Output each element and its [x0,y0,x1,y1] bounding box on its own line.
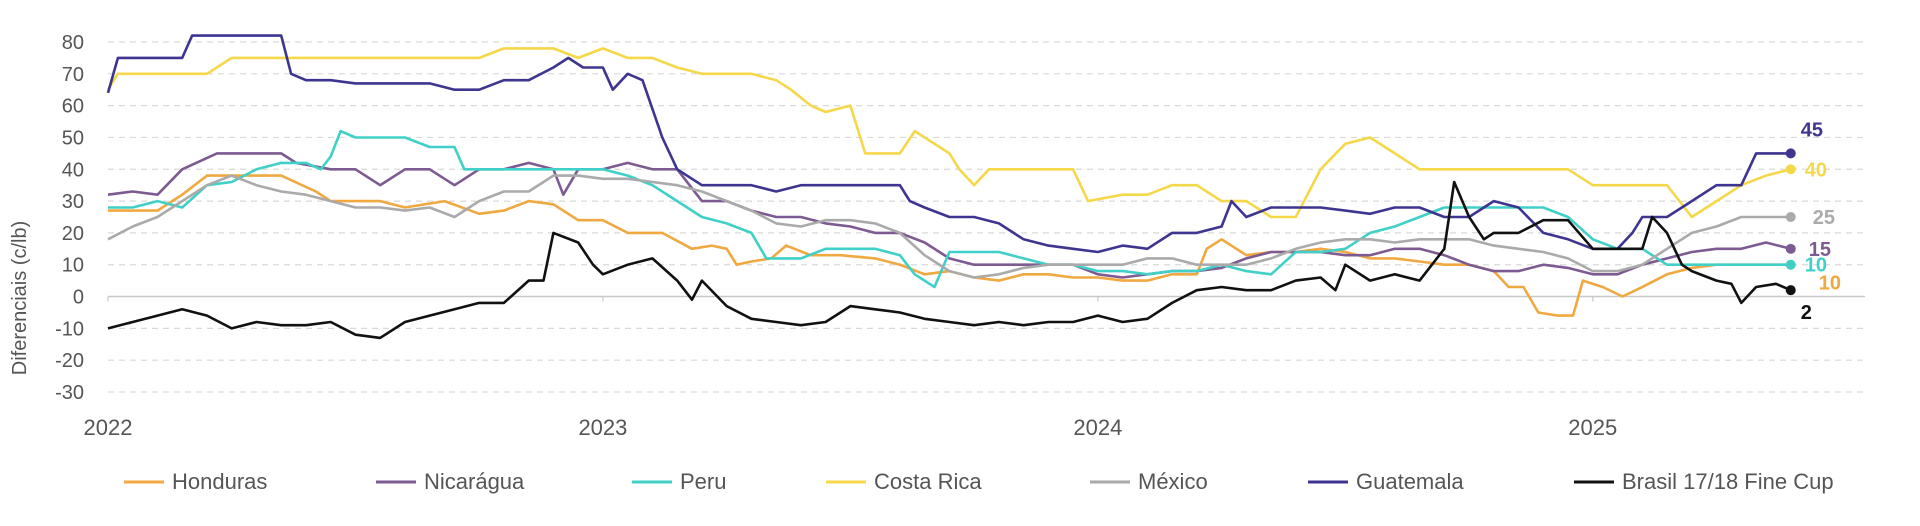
series-end-label: 25 [1813,207,1835,229]
legend-label: Nicarágua [424,469,525,494]
series-end-marker [1785,164,1796,175]
y-tick-label: -10 [55,318,84,340]
series-line [106,34,1791,254]
y-tick-label: 0 [73,287,84,309]
y-axis-label: Diferenciais (c/lb) [9,221,31,375]
y-tick-label: 40 [62,159,84,181]
y-tick-label: 20 [62,223,84,245]
legend-label: Brasil 17/18 Fine Cup [1622,469,1834,494]
y-tick-label: 10 [62,255,84,277]
legend-label: Peru [680,469,726,494]
y-tick-label: 30 [62,191,84,213]
y-tick-label: 70 [62,64,84,86]
x-tick-label: 2023 [578,415,627,440]
series-line [107,180,1792,340]
series-end-label: 2 [1801,302,1812,324]
series-line [106,47,1792,219]
series-end-marker [1785,212,1796,222]
legend-label: México [1138,469,1208,494]
y-tick-label: 80 [62,32,84,54]
x-tick-label: 2024 [1073,415,1122,440]
series-line [108,174,1791,317]
series-end-marker [1785,259,1796,270]
x-tick-label: 2025 [1568,415,1617,440]
legend-label: Guatemala [1356,469,1464,494]
series-end-label: 10 [1805,255,1827,277]
legend-label: Costa Rica [874,469,982,494]
series-end-label: 10 [1819,273,1841,295]
y-tick-label: -20 [55,350,84,372]
series-line [108,129,1791,289]
gridlines [108,41,1865,393]
series-end-marker [1785,148,1796,159]
legend: Honduras Nicarágua Peru Costa Rica México Gua… [124,469,1834,494]
series-end-label: 45 [1801,119,1823,141]
x-tick-label: 2022 [84,415,133,440]
y-tick-label: 60 [62,96,84,118]
series-line [107,174,1791,279]
y-tick-label: 50 [62,127,84,149]
series-end-label: 15 [1809,239,1831,261]
legend-label: Honduras [172,469,267,494]
series-line [107,152,1792,279]
y-tick-label: -30 [55,382,84,404]
series-end-label: 40 [1805,159,1827,181]
series-end-marker [1785,243,1796,254]
series-lines [106,34,1796,340]
series-end-marker [1785,285,1796,296]
